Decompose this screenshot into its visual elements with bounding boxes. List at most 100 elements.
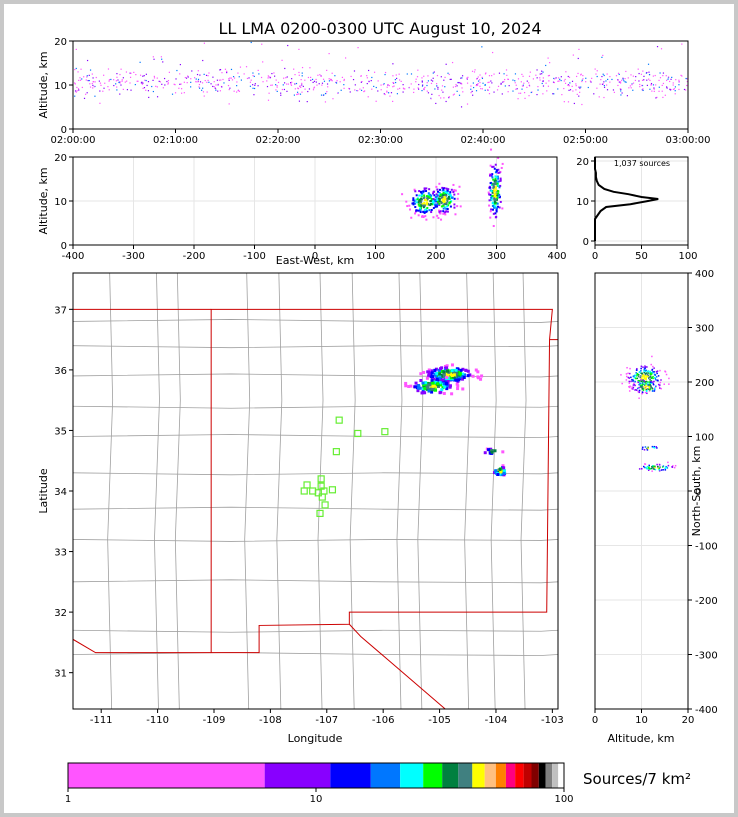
source-point	[237, 89, 239, 92]
source-point	[647, 447, 649, 450]
source-point	[498, 193, 501, 196]
source-point	[186, 82, 188, 84]
source-point	[430, 82, 433, 85]
source-point	[456, 85, 458, 87]
source-point	[384, 71, 387, 74]
source-point	[122, 88, 124, 91]
source-point	[324, 101, 327, 103]
source-point	[421, 381, 425, 385]
lon-xtick-label: -108	[259, 715, 282, 726]
source-point	[643, 75, 645, 77]
source-point	[121, 79, 123, 81]
source-point	[497, 177, 500, 180]
source-point	[644, 381, 646, 383]
source-point	[498, 206, 501, 209]
source-point	[371, 76, 373, 79]
source-point	[652, 388, 655, 390]
source-point	[208, 72, 210, 74]
source-point	[353, 70, 356, 72]
source-point	[646, 449, 649, 451]
source-point	[505, 69, 508, 71]
source-point	[446, 210, 449, 213]
source-point	[423, 194, 426, 197]
source-point	[642, 88, 644, 90]
source-point	[421, 85, 424, 87]
source-point	[427, 92, 430, 94]
source-point	[580, 73, 582, 75]
source-point	[290, 82, 292, 84]
source-point	[625, 81, 627, 83]
source-point	[422, 210, 425, 213]
source-point	[147, 90, 150, 92]
source-point	[286, 83, 288, 85]
source-point	[674, 90, 676, 92]
source-point	[493, 91, 495, 93]
source-point	[548, 80, 550, 82]
source-point	[415, 209, 418, 212]
source-point	[228, 103, 230, 105]
county-line	[490, 273, 497, 709]
source-point	[417, 201, 420, 204]
source-point	[539, 77, 541, 79]
source-point	[666, 467, 669, 469]
source-point	[494, 186, 497, 189]
source-point	[417, 87, 419, 89]
source-point	[601, 83, 604, 85]
source-point	[658, 468, 660, 471]
source-point	[395, 74, 397, 76]
source-point	[421, 192, 424, 195]
source-point	[449, 193, 452, 196]
source-point	[331, 72, 333, 74]
source-point	[470, 88, 472, 90]
source-point	[424, 86, 426, 89]
lon-xtick-label: -110	[146, 715, 169, 726]
source-point	[591, 77, 593, 79]
source-point	[572, 90, 574, 92]
source-point	[195, 78, 197, 80]
source-point	[442, 212, 445, 215]
source-point	[523, 92, 526, 94]
source-point	[457, 378, 461, 382]
source-point	[312, 89, 315, 91]
county-line	[244, 273, 251, 709]
source-point	[436, 205, 439, 208]
source-point	[126, 89, 129, 91]
source-point	[322, 78, 325, 80]
source-point	[658, 90, 660, 92]
colorbar-tick-label: 1	[65, 794, 71, 805]
source-point	[501, 162, 504, 165]
source-point	[644, 377, 647, 380]
source-point	[441, 195, 444, 198]
source-point	[652, 372, 654, 374]
source-point	[443, 196, 446, 199]
county-line	[73, 405, 558, 409]
source-point	[442, 193, 445, 196]
source-point	[281, 88, 283, 91]
source-point	[636, 373, 639, 376]
source-point	[600, 79, 602, 81]
source-point	[284, 67, 286, 70]
source-point	[213, 86, 215, 88]
source-point	[501, 93, 503, 95]
source-point	[250, 79, 252, 81]
source-point	[515, 88, 517, 90]
source-point	[670, 78, 672, 80]
source-point	[445, 202, 448, 205]
source-point	[414, 202, 417, 205]
source-point	[542, 93, 544, 95]
source-point	[173, 83, 175, 85]
source-point	[579, 91, 581, 93]
county-line	[73, 434, 558, 438]
source-point	[685, 89, 687, 91]
source-point	[440, 97, 442, 99]
source-point	[649, 370, 652, 373]
source-point	[522, 84, 524, 86]
source-point	[215, 89, 217, 91]
source-point	[439, 379, 443, 383]
source-point	[651, 445, 654, 448]
source-point	[99, 90, 101, 92]
source-point	[445, 207, 448, 210]
source-point	[683, 88, 686, 91]
source-point	[438, 188, 441, 191]
source-point	[447, 72, 449, 74]
